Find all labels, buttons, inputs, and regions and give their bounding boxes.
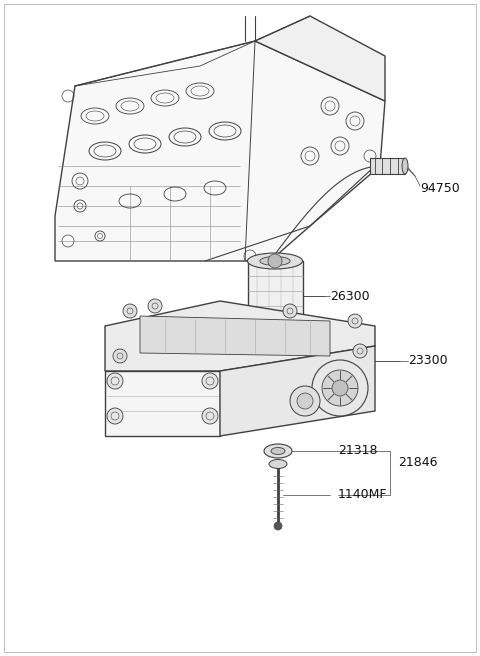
Polygon shape (105, 301, 375, 371)
Polygon shape (255, 16, 385, 101)
Polygon shape (370, 158, 405, 174)
Text: 21846: 21846 (398, 457, 437, 470)
Circle shape (113, 349, 127, 363)
Circle shape (312, 360, 368, 416)
Ellipse shape (269, 459, 287, 468)
Circle shape (348, 314, 362, 328)
Ellipse shape (248, 324, 302, 338)
Ellipse shape (402, 158, 408, 174)
Circle shape (353, 344, 367, 358)
Circle shape (202, 408, 218, 424)
Polygon shape (220, 346, 375, 436)
Circle shape (148, 299, 162, 313)
Polygon shape (248, 261, 302, 331)
Text: 1140MF: 1140MF (338, 489, 387, 501)
Ellipse shape (264, 444, 292, 458)
Circle shape (274, 522, 282, 530)
Text: 94750: 94750 (420, 182, 460, 194)
Polygon shape (55, 41, 385, 261)
Ellipse shape (271, 447, 285, 455)
Text: 26300: 26300 (330, 289, 370, 302)
Ellipse shape (260, 256, 290, 266)
Circle shape (297, 393, 313, 409)
Circle shape (107, 408, 123, 424)
Circle shape (107, 373, 123, 389)
Polygon shape (140, 316, 330, 356)
Circle shape (123, 304, 137, 318)
Text: 23300: 23300 (408, 354, 448, 367)
Polygon shape (105, 371, 220, 436)
Text: 21318: 21318 (338, 445, 377, 457)
Circle shape (268, 254, 282, 268)
Circle shape (202, 373, 218, 389)
Circle shape (322, 370, 358, 406)
Ellipse shape (248, 253, 302, 269)
Circle shape (283, 304, 297, 318)
Circle shape (332, 380, 348, 396)
Circle shape (290, 386, 320, 416)
